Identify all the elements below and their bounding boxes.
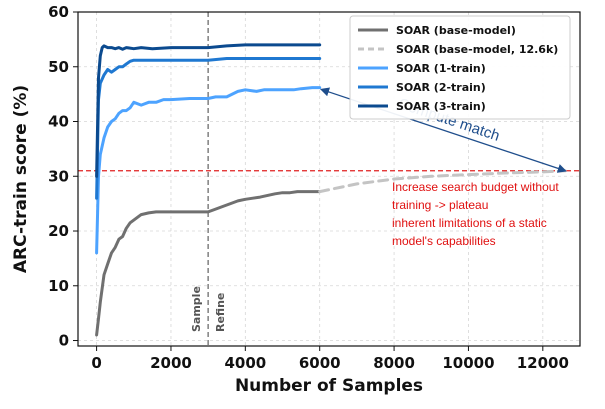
legend-label-4: SOAR (3-train) [396,100,486,113]
vline-label-refine: Refine [214,293,227,332]
x-tick-label-5: 10000 [442,354,494,372]
series-line-2 [95,86,322,255]
red-note-line-2: inherent limitations of a static [392,216,547,230]
plot-frame [77,11,581,347]
legend-label-3: SOAR (2-train) [396,81,486,94]
y-tick-label-1: 10 [48,277,69,295]
x-tick-label-3: 6000 [299,354,341,372]
y-tick-label-4: 40 [48,113,69,131]
y-tick-label-6: 60 [48,3,69,21]
red-note-line-0: Increase search budget without [392,180,559,194]
y-tick-label-3: 30 [48,167,69,185]
x-tick-label-4: 8000 [373,354,415,372]
y-tick-label-2: 20 [48,222,69,240]
legend: SOAR (base-model) SOAR (base-model, 12.6k… [349,15,571,120]
vline-label-sample: Sample [190,286,203,332]
legend-label-1: SOAR (base-model, 12.6k) [396,43,558,56]
red-note-line-3: model's capabilities [392,234,496,248]
series-group [95,43,567,337]
legend-box [349,15,571,120]
legend-label-2: SOAR (1-train) [396,62,486,75]
x-tick-label-1: 2000 [150,354,192,372]
series-line-3 [95,57,322,200]
series-line-4 [95,43,322,178]
axes: 0 2000 4000 6000 8000 10000 12000 0 10 20 30 40 50 60… [11,3,581,396]
legend-label-0: SOAR (base-model) [396,24,516,37]
series-line-0 [95,190,322,337]
x-tick-label-0: 0 [91,354,101,372]
x-axis-title: Number of Samples [235,376,423,396]
x-tick-label-2: 4000 [224,354,266,372]
x-tick-label-6: 12000 [517,354,569,372]
red-note-line-1: training -> plateau [392,198,488,212]
y-axis-title: ARC-train score (%) [11,85,31,273]
y-tick-label-5: 50 [48,58,69,76]
y-tick-label-0: 0 [59,332,69,350]
